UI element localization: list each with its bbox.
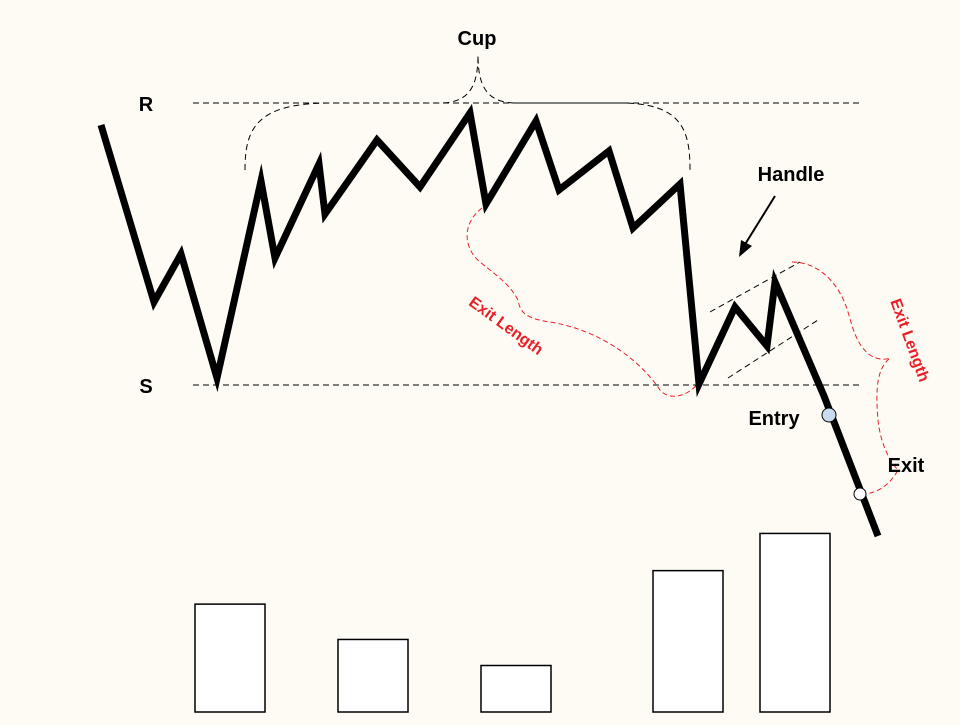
handle-arrow-line <box>743 195 776 247</box>
support-label: S <box>139 376 152 398</box>
resistance-label: R <box>139 94 154 116</box>
price-line <box>97 103 882 538</box>
handle-label: Handle <box>758 164 825 186</box>
exit-label: Exit <box>888 455 925 477</box>
handle-arrowhead <box>739 240 752 257</box>
entry-marker <box>821 407 837 423</box>
cup-brace <box>244 54 691 171</box>
cup-label: Cup <box>458 28 497 50</box>
volume-bar <box>194 603 266 713</box>
entry-label: Entry <box>748 408 800 430</box>
volume-bar <box>480 664 552 713</box>
volume-bars <box>194 532 831 713</box>
exit-marker <box>853 487 867 501</box>
handle-channel-lower <box>727 319 819 379</box>
volume-bar <box>759 532 831 713</box>
exit-length-brace-left <box>466 207 699 397</box>
volume-bar <box>652 569 724 713</box>
exit-length-brace-right <box>791 261 899 495</box>
handle-channel-upper <box>709 261 801 313</box>
volume-bar <box>337 638 409 713</box>
